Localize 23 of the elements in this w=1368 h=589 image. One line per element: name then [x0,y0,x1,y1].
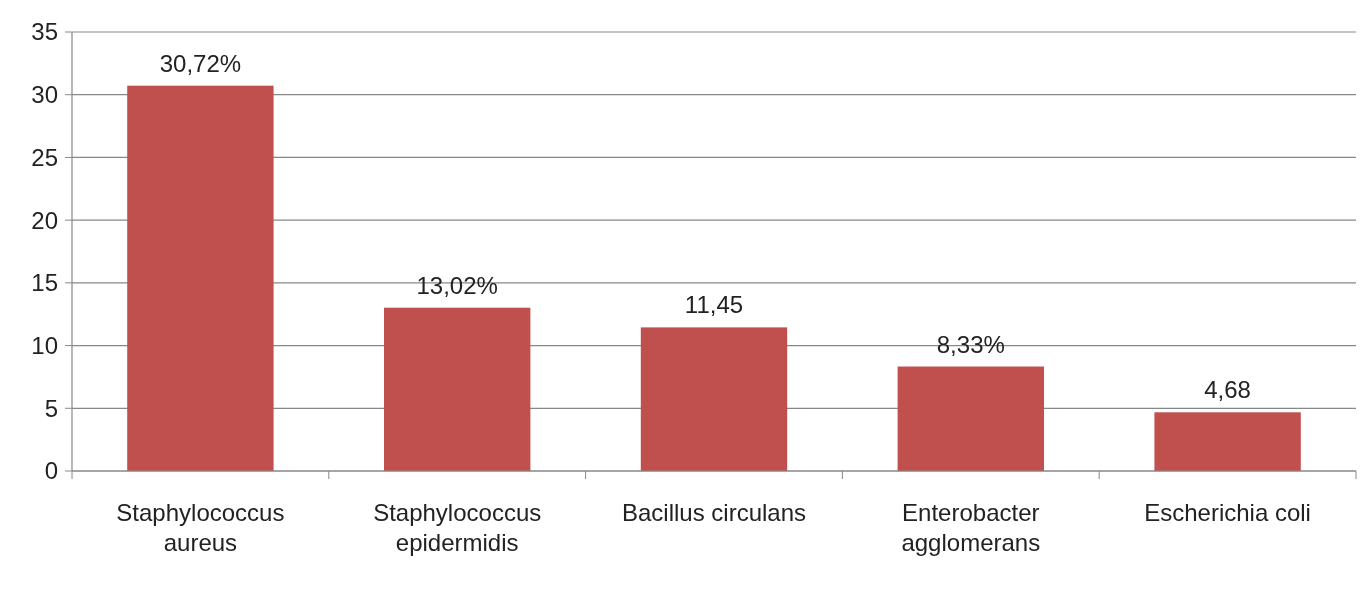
bar [1154,412,1301,471]
x-tick-label: Bacillus circulans [621,499,807,526]
x-tick-label: Escherichia coli [1144,499,1311,526]
data-label: 11,45 [684,291,744,319]
y-tick-label: 20 [31,206,58,234]
y-tick-label: 30 [31,81,58,109]
bar [384,307,531,471]
x-tick-label: Staphylococcus epidermidis [373,499,542,556]
data-label: 13,02% [416,271,498,299]
x-tick-label: Staphylococcus aureus [116,499,285,556]
data-label: 30,72% [159,49,242,77]
y-tick-label: 10 [31,331,58,359]
data-label: 8,33% [936,330,1005,358]
y-tick-label: 25 [31,143,58,171]
bar [640,327,788,471]
data-label: 4,68 [1204,376,1251,404]
x-tick-label: Enterobacter agglomerans [901,499,1041,556]
y-tick-label: 5 [44,394,58,422]
bar [127,85,274,471]
y-tick-label: 35 [31,18,58,46]
y-tick-label: 15 [31,269,58,297]
bar [897,366,1044,471]
y-tick-label: 0 [44,457,58,485]
